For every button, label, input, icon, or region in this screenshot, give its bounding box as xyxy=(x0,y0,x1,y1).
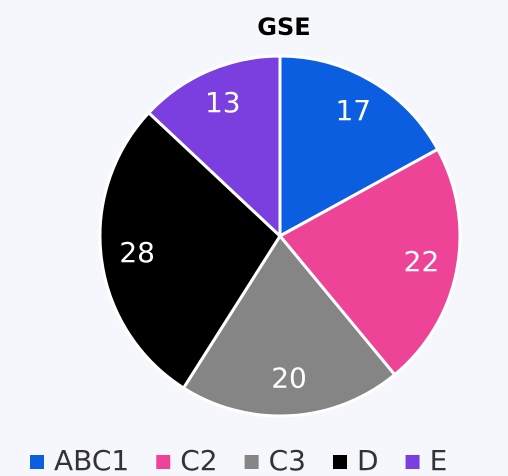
pie-slice xyxy=(278,54,440,239)
legend-swatch xyxy=(30,455,44,469)
legend-swatch xyxy=(405,455,420,469)
data-label: 28 xyxy=(119,236,155,269)
legend-swatch xyxy=(244,455,259,469)
data-label: 17 xyxy=(335,94,371,127)
data-label: 20 xyxy=(271,362,307,395)
legend-label: C2 xyxy=(180,444,217,476)
data-label: 13 xyxy=(205,86,241,119)
legend-label: D xyxy=(357,444,379,476)
pie-slice xyxy=(146,54,282,240)
pie-slice xyxy=(277,147,462,377)
pie-slice xyxy=(181,233,397,418)
chart-title: GSE xyxy=(257,13,310,41)
legend-swatch xyxy=(333,455,347,469)
legend-label: ABC1 xyxy=(54,444,129,476)
data-label: 22 xyxy=(404,245,440,278)
legend-label: E xyxy=(430,444,448,476)
legend-swatch xyxy=(156,455,171,469)
pie-slice xyxy=(98,110,282,391)
legend-label: C3 xyxy=(269,444,306,476)
